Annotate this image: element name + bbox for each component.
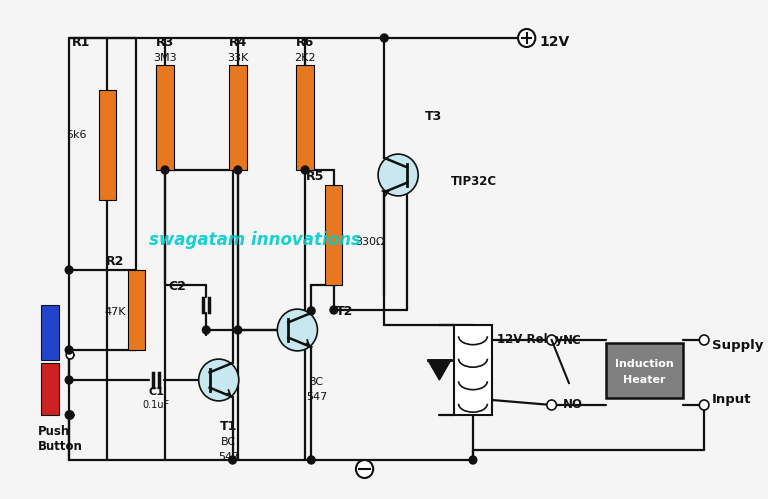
Bar xyxy=(127,270,145,350)
Text: 5k6: 5k6 xyxy=(67,130,87,140)
Circle shape xyxy=(161,166,169,174)
Text: C1: C1 xyxy=(148,387,164,397)
Text: 47K: 47K xyxy=(104,307,126,317)
Bar xyxy=(296,65,313,170)
Bar xyxy=(41,305,58,360)
Circle shape xyxy=(199,359,239,401)
Circle shape xyxy=(380,34,388,42)
Circle shape xyxy=(307,307,315,315)
Bar xyxy=(454,325,492,415)
Text: 547: 547 xyxy=(306,392,327,402)
Text: TIP32C: TIP32C xyxy=(451,175,497,188)
Text: Push: Push xyxy=(38,425,70,438)
Bar xyxy=(41,363,58,415)
Circle shape xyxy=(301,166,309,174)
Polygon shape xyxy=(428,360,451,380)
Circle shape xyxy=(65,376,73,384)
Circle shape xyxy=(700,400,709,410)
Text: BC: BC xyxy=(309,377,324,387)
Circle shape xyxy=(547,400,557,410)
Text: R1: R1 xyxy=(71,36,90,49)
Circle shape xyxy=(700,335,709,345)
Bar xyxy=(157,65,174,170)
Text: C2: C2 xyxy=(168,280,187,293)
Circle shape xyxy=(65,346,73,354)
Circle shape xyxy=(469,456,477,464)
Text: Supply: Supply xyxy=(712,338,763,351)
Text: R6: R6 xyxy=(296,36,314,49)
Text: swagatam innovations: swagatam innovations xyxy=(149,231,360,249)
Bar xyxy=(99,90,116,200)
Text: NO: NO xyxy=(563,399,583,412)
Text: 330Ω: 330Ω xyxy=(355,237,385,247)
Circle shape xyxy=(234,166,242,174)
Text: 0.1uF: 0.1uF xyxy=(143,400,170,410)
Text: T1: T1 xyxy=(220,420,237,433)
Text: R3: R3 xyxy=(156,36,174,49)
Circle shape xyxy=(65,411,73,419)
Text: Induction: Induction xyxy=(615,359,674,369)
Circle shape xyxy=(234,326,242,334)
Text: R5: R5 xyxy=(306,170,324,183)
Circle shape xyxy=(229,456,237,464)
Text: 2K2: 2K2 xyxy=(294,53,316,63)
Bar xyxy=(325,185,343,285)
Text: Input: Input xyxy=(712,394,751,407)
Circle shape xyxy=(378,154,419,196)
Bar xyxy=(606,342,683,398)
Circle shape xyxy=(547,335,557,345)
Text: R2: R2 xyxy=(106,255,124,268)
Circle shape xyxy=(277,309,317,351)
Text: Heater: Heater xyxy=(624,375,666,385)
Circle shape xyxy=(203,326,210,334)
Text: NC: NC xyxy=(563,333,582,346)
Text: 33K: 33K xyxy=(227,53,249,63)
Text: BC: BC xyxy=(220,437,236,447)
Text: 12V Relay: 12V Relay xyxy=(497,333,563,346)
Circle shape xyxy=(330,306,338,314)
Circle shape xyxy=(66,351,74,359)
Circle shape xyxy=(518,29,535,47)
Text: 547: 547 xyxy=(217,452,239,462)
Circle shape xyxy=(65,266,73,274)
Circle shape xyxy=(307,456,315,464)
Text: 3M3: 3M3 xyxy=(153,53,177,63)
Bar xyxy=(230,65,247,170)
Text: 12V: 12V xyxy=(539,35,569,49)
Text: T2: T2 xyxy=(336,305,353,318)
Text: R4: R4 xyxy=(229,36,247,49)
Circle shape xyxy=(66,411,74,419)
Text: Button: Button xyxy=(38,440,82,453)
Text: T3: T3 xyxy=(425,110,442,123)
Circle shape xyxy=(356,460,373,478)
